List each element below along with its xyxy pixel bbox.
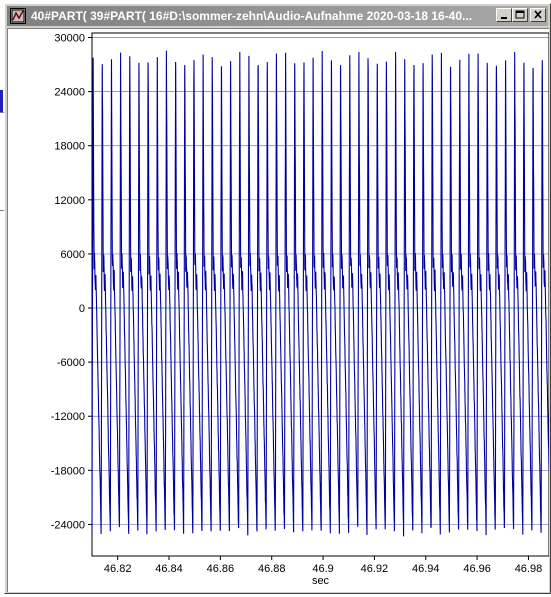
y-tick-label: 24000 [54,87,85,99]
y-tick-label: 12000 [54,195,85,207]
y-tick-label: -18000 [51,465,85,477]
x-tick-label: 46.86 [207,563,235,575]
y-tick-label: 18000 [54,141,85,153]
y-tick-label: 30000 [54,33,85,45]
x-tick-label: 46.88 [258,563,286,575]
app-icon[interactable] [10,8,26,24]
close-icon [534,10,542,19]
minimize-button[interactable] [496,8,512,22]
x-tick-label: 46.94 [412,563,440,575]
x-tick-label: 46.9 [312,563,333,575]
x-tick-label: 46.92 [361,563,389,575]
minimize-icon [501,17,507,19]
y-tick-label: 0 [79,303,85,315]
plot-window[interactable]: 40#PART( 39#PART( 16#D:\sommer-zehn\Audi… [4,3,551,594]
plot-frame [91,32,550,557]
x-tick-label: 46.98 [515,563,543,575]
y-tick-label: -6000 [57,357,85,369]
waveform-chart[interactable]: 30000 24000 18000 12000 6000 0 -6000 -12000 -180… [8,29,550,592]
window-title: 40#PART( 39#PART( 16#D:\sommer-zehn\Audi… [31,9,473,23]
x-axis-label: sec [312,575,330,587]
maximize-button[interactable] [512,8,528,22]
title-bar[interactable]: 40#PART( 39#PART( 16#D:\sommer-zehn\Audi… [7,6,548,26]
signal-trace [91,50,550,537]
x-tick-label: 46.84 [155,563,183,575]
close-button[interactable] [530,8,546,22]
maximize-icon [515,10,525,19]
plot-area[interactable]: 30000 24000 18000 12000 6000 0 -6000 -12000 -180… [7,28,550,592]
y-tick-label: -12000 [51,411,85,423]
x-tick-label: 46.82 [104,563,132,575]
y-tick-label: 6000 [61,249,85,261]
y-tick-label: -24000 [51,519,85,531]
x-tick-label: 46.96 [463,563,491,575]
background-window-fragment [0,90,3,112]
